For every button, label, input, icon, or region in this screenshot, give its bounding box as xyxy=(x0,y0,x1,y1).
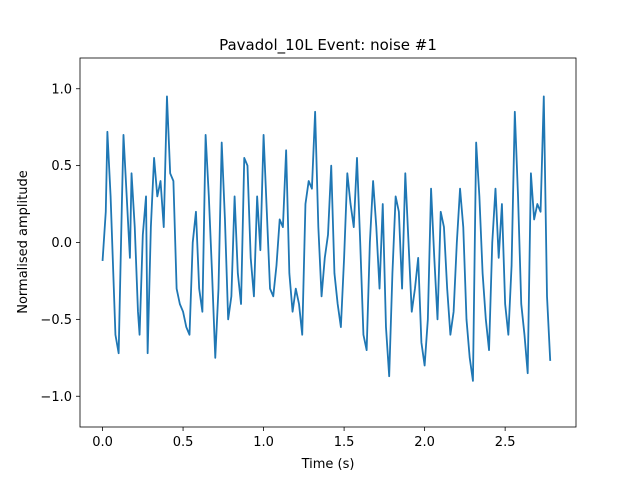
y-axis-label: Normalised amplitude xyxy=(16,170,31,314)
y-tick-label: −1.0 xyxy=(40,390,72,405)
x-axis: 0.0 0.5 1.0 1.5 2.0 2.5 xyxy=(92,427,515,450)
x-axis-label: Time (s) xyxy=(301,457,355,472)
x-tick-label: 2.5 xyxy=(495,435,516,450)
y-tick-label: 0.5 xyxy=(51,159,72,174)
y-tick-label: 0.0 xyxy=(51,236,72,251)
y-tick-label: −0.5 xyxy=(40,313,72,328)
plot-frame xyxy=(79,57,577,428)
series-line xyxy=(101,95,552,382)
x-tick-label: 1.5 xyxy=(334,435,355,450)
x-tick-label: 0.5 xyxy=(173,435,194,450)
plot-area xyxy=(101,95,552,382)
x-tick-label: 2.0 xyxy=(414,435,435,450)
x-tick-label: 0.0 xyxy=(92,435,113,450)
y-tick-label: 1.0 xyxy=(51,82,72,97)
y-axis: −1.0 −0.5 0.0 0.5 1.0 xyxy=(40,82,80,405)
chart-title: Pavadol_10L Event: noise #1 xyxy=(219,36,437,55)
x-tick-label: 1.0 xyxy=(253,435,274,450)
